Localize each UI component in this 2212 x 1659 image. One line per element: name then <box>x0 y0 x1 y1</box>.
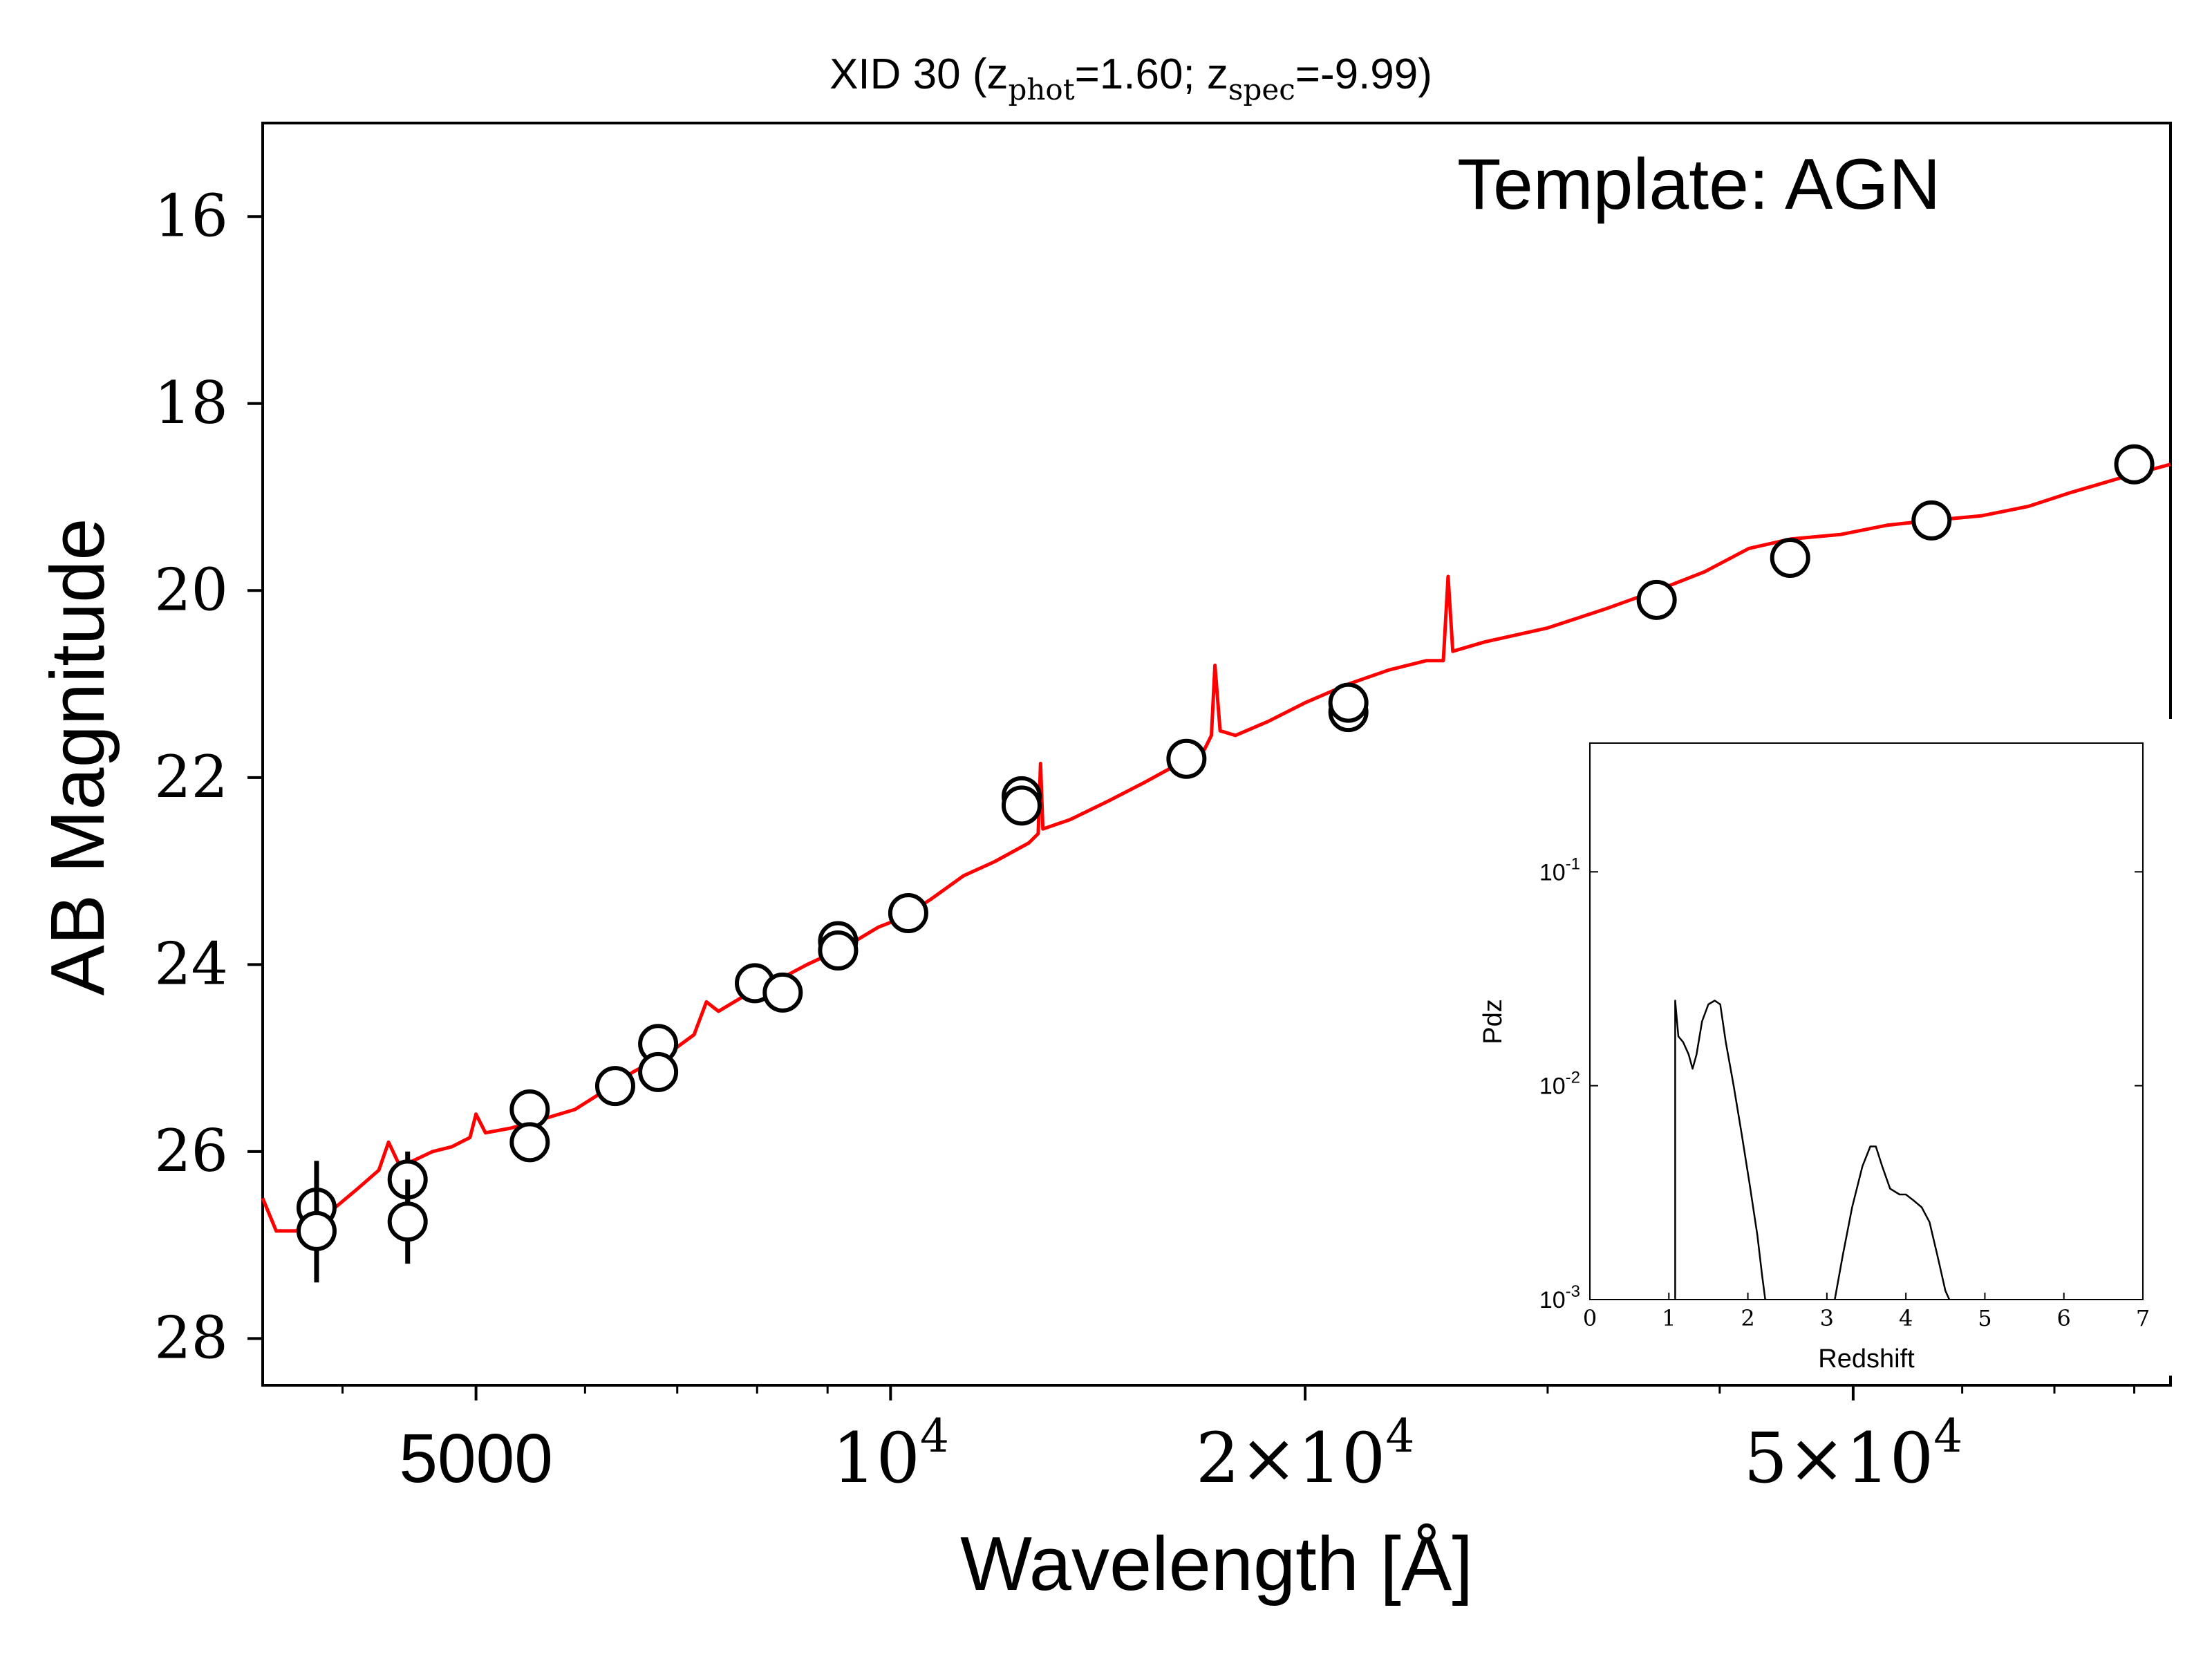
y-tick-label: 22 <box>154 743 228 811</box>
data-point <box>762 972 803 1013</box>
y-tick-label: 26 <box>154 1117 228 1185</box>
pdz-curve <box>1674 1000 1951 1300</box>
inset-y-tick-label: 10-2 <box>1539 1069 1580 1100</box>
data-point <box>1001 785 1042 826</box>
inset-x-tick-label: 5 <box>1978 1305 1991 1331</box>
photometry-points <box>296 444 2155 1283</box>
y-tick-label: 28 <box>154 1304 228 1371</box>
data-point <box>818 930 859 971</box>
data-point <box>1911 500 1952 541</box>
inset-x-tick-label: 7 <box>2136 1305 2150 1331</box>
template-annotation: Template: AGN <box>1457 144 1940 225</box>
inset-x-tick-label: 0 <box>1583 1305 1597 1331</box>
inset-plot-frame <box>1589 742 2144 1300</box>
x-axis-label: Wavelength [Å] <box>960 1521 1473 1606</box>
inset-background <box>1469 719 2205 1376</box>
data-point <box>888 892 928 933</box>
inset-y-tick-label: 10-1 <box>1539 854 1580 885</box>
chart-title: XID 30 (zphot=1.60; zspec=-9.99) <box>830 50 1432 106</box>
inset-x-tick-label: 4 <box>1899 1305 1913 1331</box>
y-tick-label: 24 <box>154 930 228 997</box>
inset-y-tick-label: 10-3 <box>1539 1282 1580 1313</box>
data-point <box>638 1051 679 1092</box>
inset-x-tick-label: 2 <box>1741 1305 1754 1331</box>
inset-x-tick-label: 1 <box>1662 1305 1676 1331</box>
data-point <box>509 1122 550 1163</box>
y-tick-label: 16 <box>154 182 228 250</box>
data-point <box>509 1089 550 1130</box>
data-point <box>387 1201 428 1242</box>
x-tick-label: 5×104 <box>1744 1409 1963 1499</box>
x-tick-label: 104 <box>832 1409 949 1499</box>
data-point <box>1636 579 1677 620</box>
inset-x-tick-label: 6 <box>2057 1305 2071 1331</box>
y-tick-label: 18 <box>154 369 228 437</box>
inset-axis-ticks: 0 1 2 3 4 5 6 7 10-1 10-2 10-3 <box>1539 854 2150 1331</box>
y-axis-label: AB Magnitude <box>35 518 120 996</box>
data-point <box>1770 537 1810 578</box>
inset-x-axis-label: Redshift <box>1818 1344 1915 1374</box>
inset-x-tick-label: 3 <box>1820 1305 1834 1331</box>
pdz-segment <box>1834 1145 1951 1300</box>
x-tick-label: 5000 <box>399 1420 552 1497</box>
x-tick-label: 2×104 <box>1196 1409 1415 1499</box>
data-point <box>1328 682 1369 723</box>
data-point <box>1166 738 1207 779</box>
pdz-segment <box>1674 1000 1766 1300</box>
y-tick-label: 20 <box>154 556 228 624</box>
data-point <box>2114 444 2155 485</box>
inset-y-axis-label: Pdz <box>1479 999 1508 1044</box>
data-point <box>594 1066 635 1107</box>
data-point <box>296 1210 337 1251</box>
